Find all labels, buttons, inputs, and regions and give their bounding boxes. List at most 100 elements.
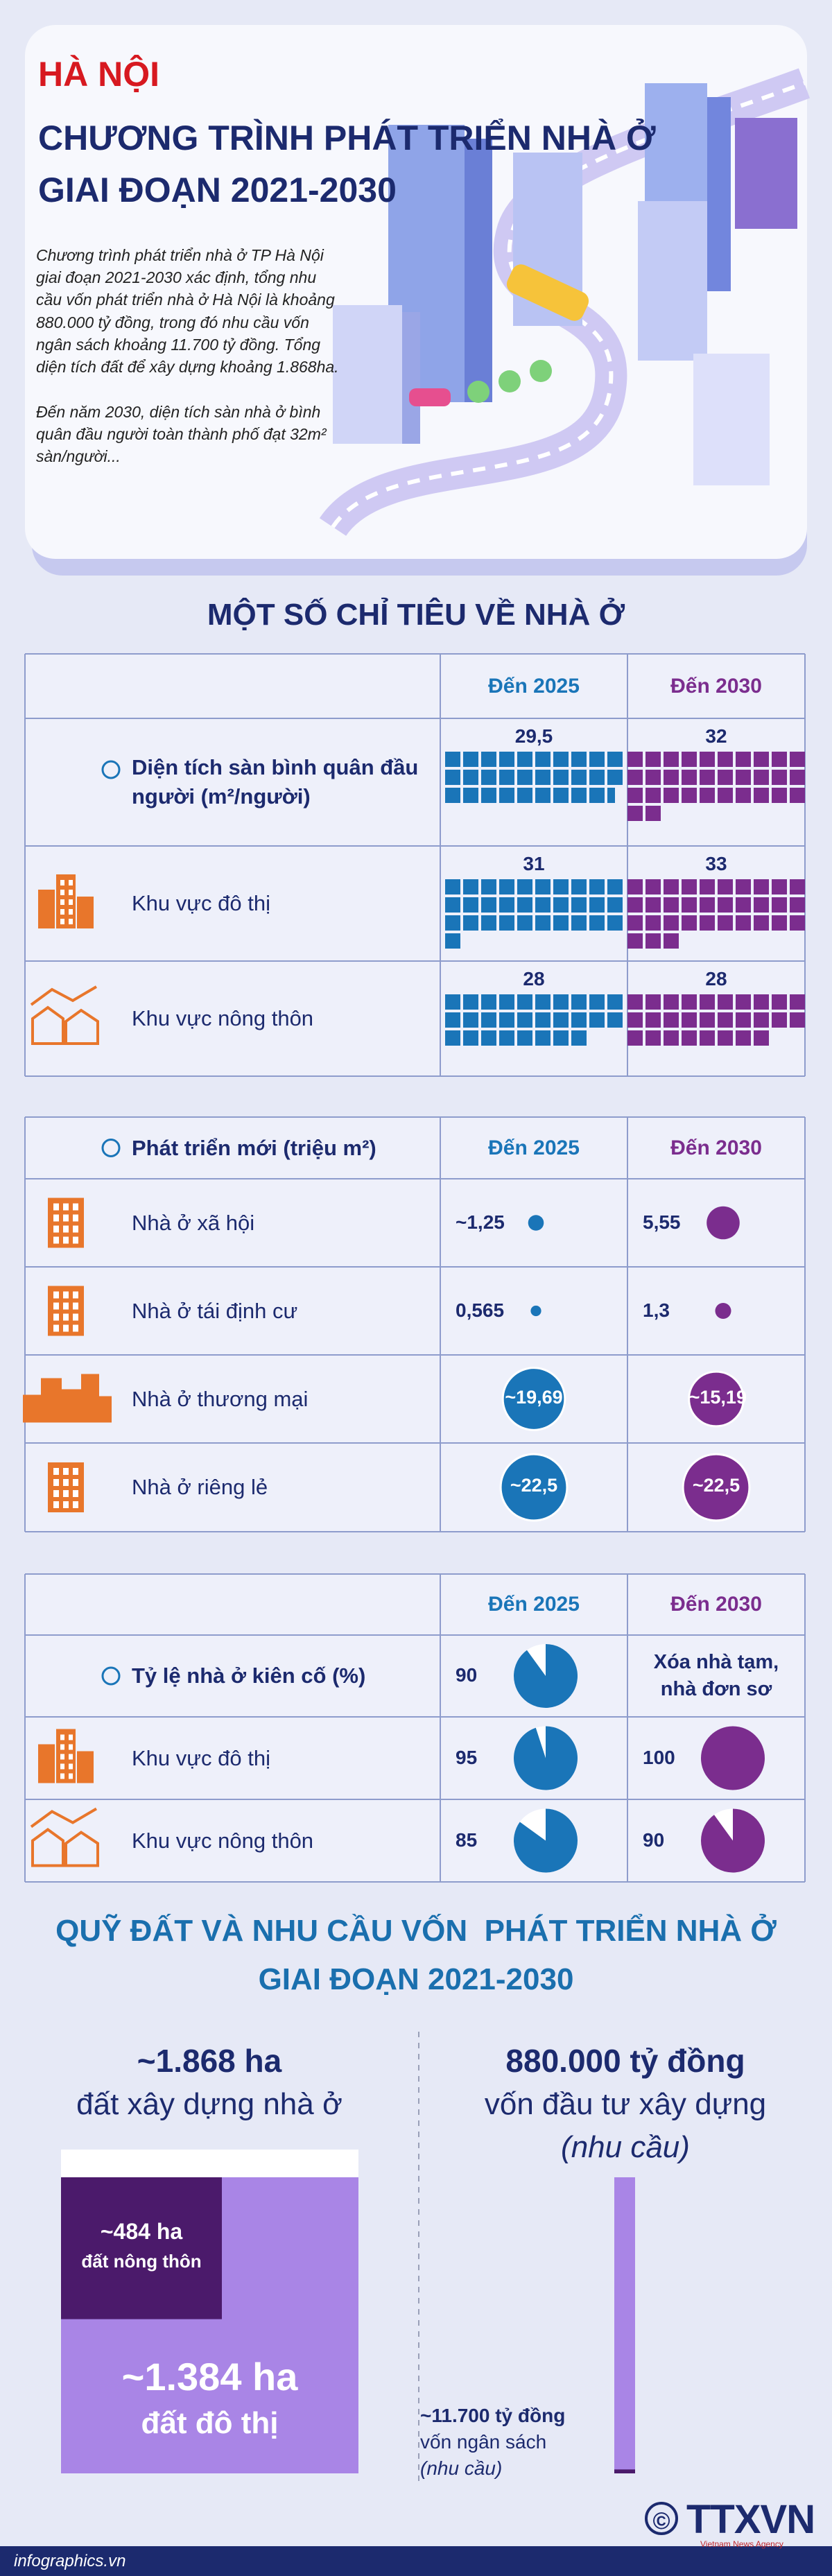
unit-square	[481, 994, 496, 1010]
capital-caption: vốn đầu tư xây dựng	[484, 2087, 767, 2121]
unit-square	[517, 897, 532, 913]
unit-square	[571, 994, 587, 1010]
unit-square	[607, 994, 623, 1010]
unit-square	[682, 1012, 697, 1028]
unit-square	[463, 752, 478, 767]
unit-square	[535, 897, 551, 913]
unit-square	[772, 915, 787, 931]
unit-square	[627, 806, 643, 821]
value-label: 28	[523, 968, 545, 989]
unit-square	[664, 788, 679, 803]
budget-caption: vốn ngân sách	[420, 2431, 547, 2453]
unit-square	[571, 879, 587, 894]
unit-square	[499, 770, 514, 785]
bubble	[715, 1302, 731, 1320]
unit-square	[463, 879, 478, 894]
unit-square	[627, 770, 643, 785]
source: infographics.vn	[14, 2552, 126, 2570]
unit-square	[754, 788, 769, 803]
unit-square	[772, 897, 787, 913]
icon-part	[73, 1324, 78, 1332]
unit-square	[627, 933, 643, 949]
unit-square	[571, 915, 587, 931]
icon	[48, 1198, 84, 1248]
unit-square	[736, 770, 751, 785]
unit-square	[535, 1030, 551, 1046]
unit-square	[627, 752, 643, 767]
building	[333, 305, 402, 444]
unit-square	[535, 915, 551, 931]
unit-square	[463, 1012, 478, 1028]
icon-part	[81, 1374, 99, 1423]
unit-square	[463, 915, 478, 931]
logo: TTXVN	[686, 2497, 815, 2542]
unit-square	[517, 770, 532, 785]
icon-part	[77, 897, 94, 928]
icon-part	[69, 1763, 73, 1770]
icon-part	[31, 1828, 64, 1867]
icon-part	[30, 985, 98, 1006]
unit-square	[499, 879, 514, 894]
land-urban-label: ~1.384 ha	[121, 2354, 298, 2398]
unit-square	[772, 788, 787, 803]
icon-part	[63, 1302, 69, 1310]
icon-part	[73, 1468, 78, 1475]
icon-part	[31, 1005, 64, 1045]
unit-square	[589, 1012, 605, 1028]
unit-square	[571, 752, 587, 767]
car	[409, 388, 451, 406]
unit-square	[553, 1012, 569, 1028]
unit-square	[664, 879, 679, 894]
building	[638, 201, 707, 361]
icon-part	[69, 919, 73, 924]
icon-part	[73, 1302, 78, 1310]
pie-slice	[514, 1644, 578, 1709]
land-rural-caption: đất nông thôn	[81, 2251, 202, 2272]
unit-square	[589, 879, 605, 894]
unit-square	[645, 788, 661, 803]
unit-square	[499, 788, 514, 803]
unit-square	[535, 752, 551, 767]
unit-square	[700, 1030, 715, 1046]
land-caption: đất xây dựng nhà ở	[76, 2087, 343, 2121]
pie-slice	[513, 1726, 578, 1790]
logo-sub: Vietnam News Agency	[700, 2539, 783, 2549]
value-label: ~22,5	[510, 1475, 558, 1496]
value-label: ~19,69	[505, 1386, 563, 1408]
icon-part	[73, 1490, 78, 1497]
unit-square	[607, 752, 623, 767]
unit-square	[445, 788, 460, 803]
icon	[48, 1286, 84, 1336]
unit-square	[553, 752, 569, 767]
icon-part	[60, 919, 64, 924]
icon-part	[62, 1389, 81, 1423]
icon-part	[63, 1468, 69, 1475]
unit-square	[718, 1012, 733, 1028]
unit-square	[645, 879, 661, 894]
unit-square	[553, 915, 569, 931]
icon-part	[73, 1236, 78, 1244]
icon-part	[53, 1501, 59, 1508]
unit-square	[627, 994, 643, 1010]
unit-square	[718, 879, 733, 894]
unit-square	[571, 788, 587, 803]
unit-square	[718, 1030, 733, 1046]
capital-total-bar	[614, 2177, 635, 2473]
unit-square	[700, 879, 715, 894]
unit-square	[664, 897, 679, 913]
unit-square	[736, 915, 751, 931]
unit-square	[700, 915, 715, 931]
unit-square	[445, 915, 460, 931]
icon-part	[64, 1008, 99, 1045]
unit-square	[682, 752, 697, 767]
tree	[467, 381, 489, 403]
icon-part	[41, 1378, 62, 1423]
unit-square	[481, 752, 496, 767]
icon-part	[73, 1313, 78, 1321]
column-header: Đến 2030	[670, 674, 762, 698]
unit-square	[463, 1030, 478, 1046]
unit-square	[682, 1030, 697, 1046]
unit-square	[700, 770, 715, 785]
